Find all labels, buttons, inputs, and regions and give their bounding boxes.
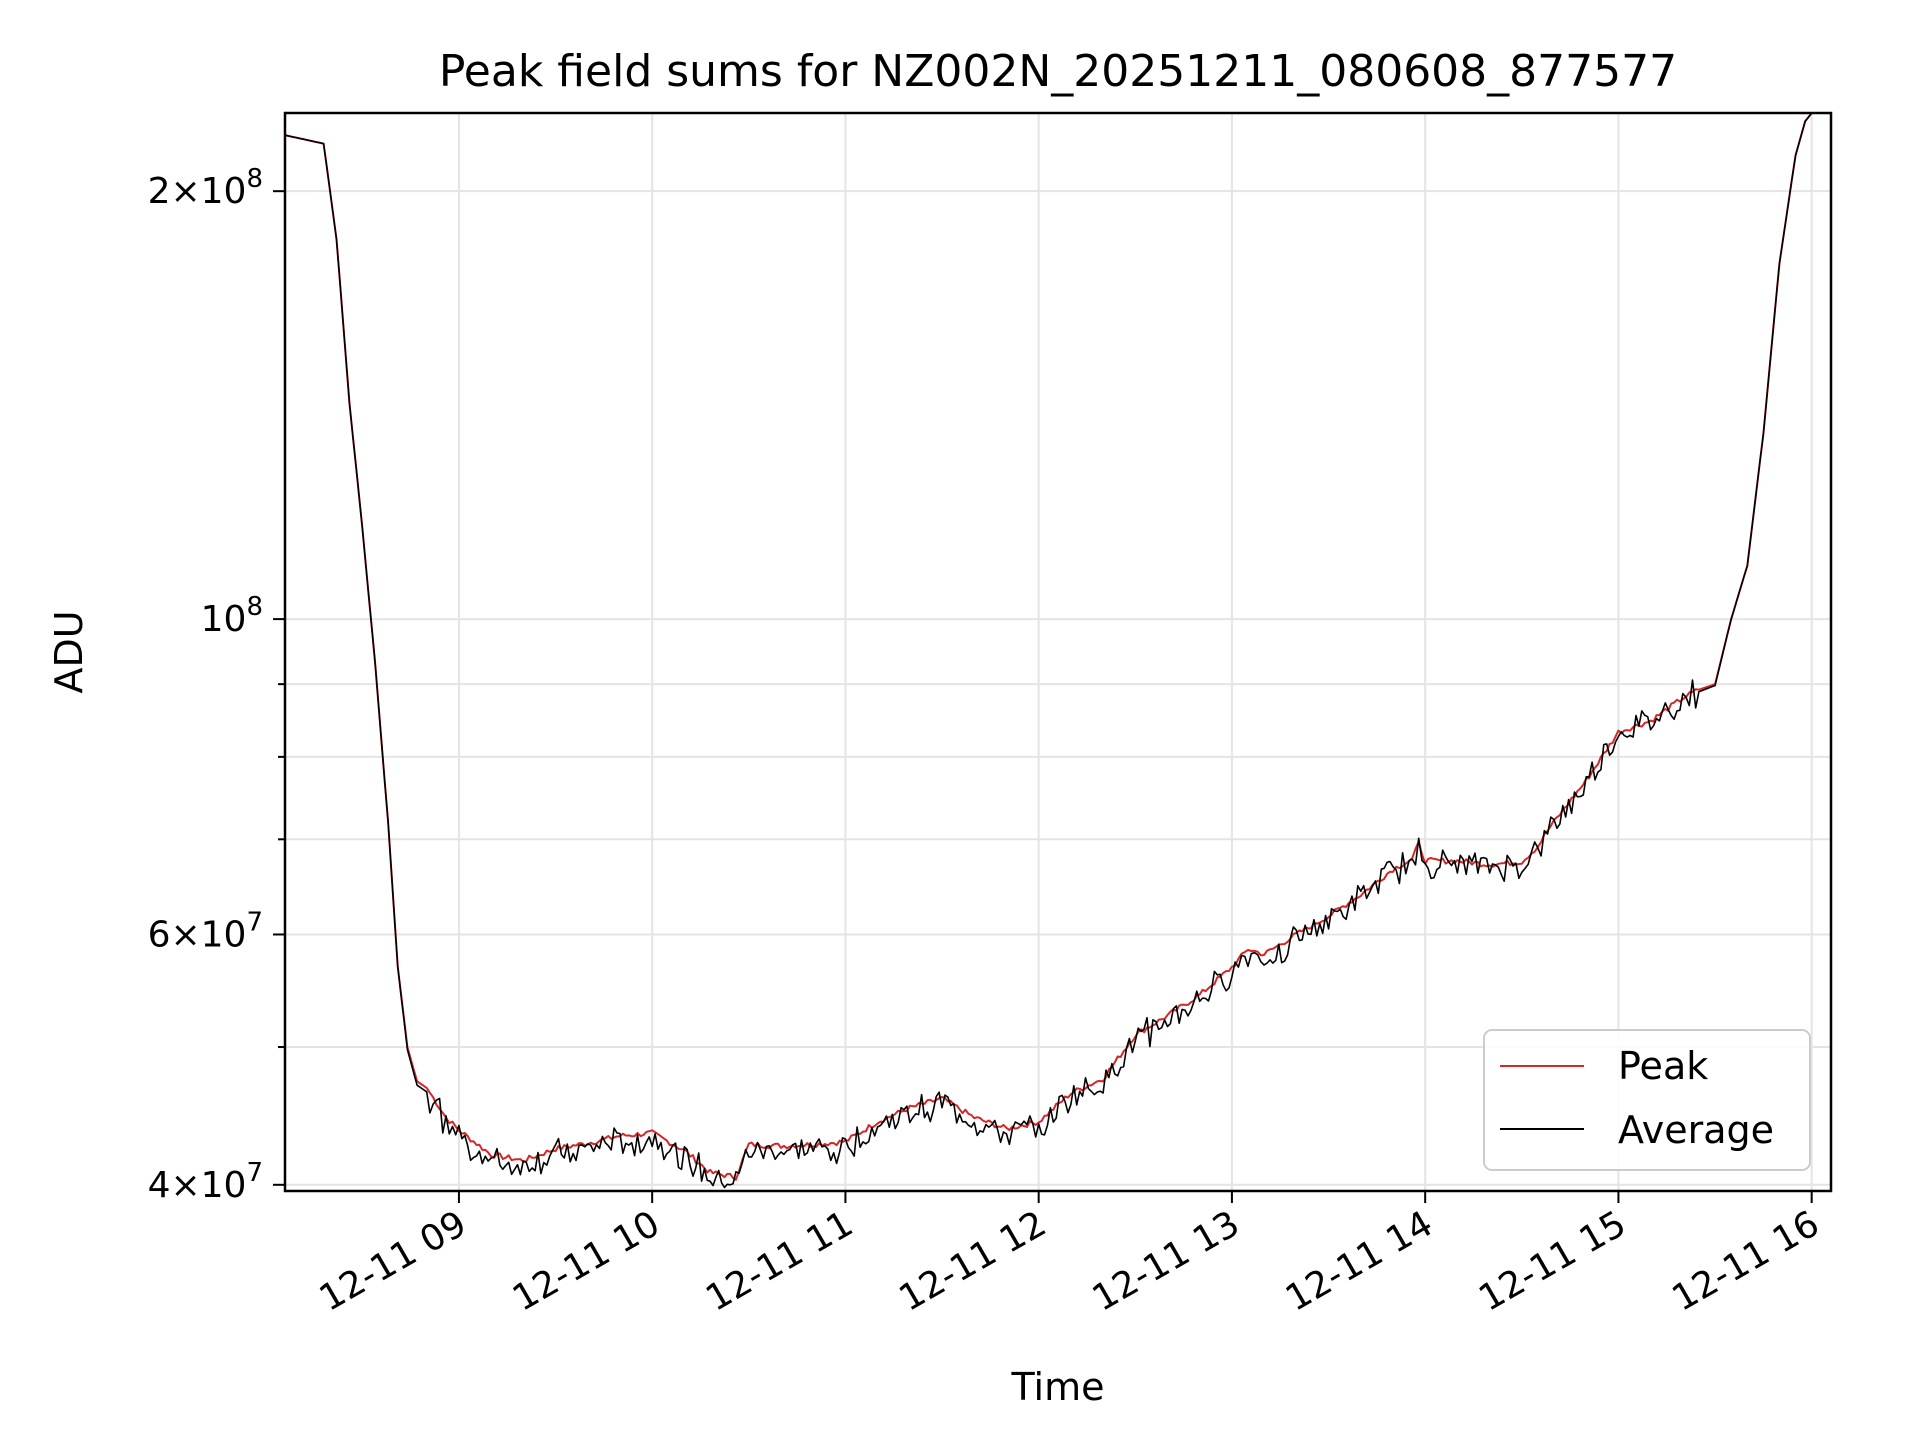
series-line-peak <box>285 113 1831 1181</box>
series-line-average <box>285 113 1831 1189</box>
series-layer <box>285 113 1831 1189</box>
y-tick-label: 108 <box>201 592 263 640</box>
chart-title: Peak field sums for NZ002N_20251211_0806… <box>439 46 1677 97</box>
y-axis-label: ADU <box>47 610 91 693</box>
legend-label-peak: Peak <box>1618 1044 1708 1088</box>
legend: Peak Average <box>1483 1029 1811 1171</box>
y-tick-label: 6×107 <box>148 907 263 955</box>
plot-frame <box>283 111 1833 1193</box>
legend-label-average: Average <box>1618 1108 1774 1152</box>
x-axis-label: Time <box>1011 1365 1105 1409</box>
y-tick-label: 4×107 <box>148 1158 263 1206</box>
y-tick-label: 2×108 <box>148 164 263 212</box>
y-axis-ticks: 4×107 6×107 108 2×108 <box>148 164 285 1206</box>
